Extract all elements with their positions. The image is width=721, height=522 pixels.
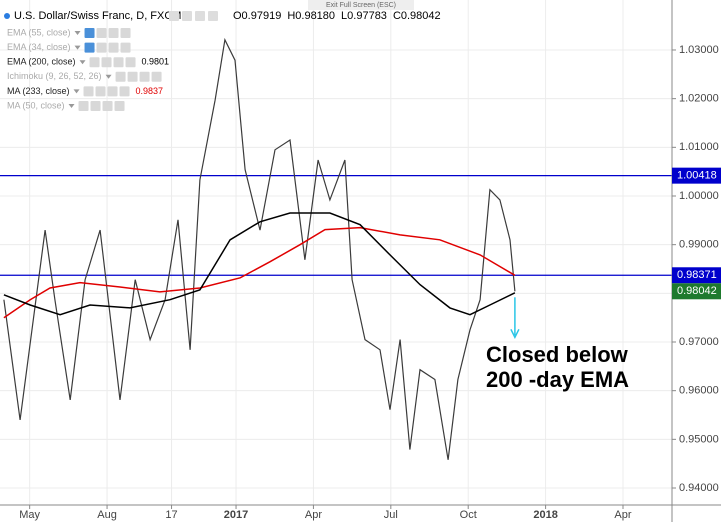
chart-title: U.S. Dollar/Swiss Franc, D, FXCM xyxy=(14,10,181,22)
x-tick-label: Jul xyxy=(384,509,398,521)
indicator-settings-icon[interactable] xyxy=(101,57,112,68)
annotation-arrowhead xyxy=(510,328,520,339)
indicator-dropdown[interactable] xyxy=(74,45,81,50)
ohlc-value: H0.98180 xyxy=(287,10,335,22)
level-label: 0.98371 xyxy=(677,269,717,281)
x-tick-label: 2018 xyxy=(533,509,557,521)
indicator-name: MA (50, close) xyxy=(7,100,65,110)
indicator-settings-icon[interactable] xyxy=(90,101,101,111)
indicator-line xyxy=(3,212,516,316)
indicator-add-icon[interactable] xyxy=(102,101,113,111)
indicator-eye-icon[interactable] xyxy=(115,71,126,82)
exit-full-screen[interactable]: Exit Full Screen (ESC) xyxy=(326,2,396,9)
indicator-settings-icon[interactable] xyxy=(95,86,106,97)
legend: EMA (55, close) EMA (34, close) EMA (200, … xyxy=(7,27,169,111)
price-line xyxy=(3,37,516,460)
indicator-name: MA (233, close) xyxy=(7,86,70,96)
x-tick-label: 2017 xyxy=(224,509,248,521)
header: Exit Full Screen (ESC) U.S. Dollar/Swiss… xyxy=(4,0,441,22)
x-tick-label: Apr xyxy=(305,509,322,521)
symbol-icon xyxy=(4,13,10,19)
annotation-text: 200 -day EMA xyxy=(486,367,629,392)
y-tick-label: 1.03000 xyxy=(679,44,719,56)
indicator-value: 0.9801 xyxy=(142,57,170,67)
last-price-box xyxy=(672,283,721,300)
indicator-add-icon[interactable] xyxy=(107,86,118,97)
indicator-close-icon[interactable] xyxy=(125,57,136,68)
indicator-dropdown[interactable] xyxy=(79,60,86,65)
header-eye-icon[interactable] xyxy=(169,11,179,21)
indicator-add-icon[interactable] xyxy=(139,71,150,82)
y-tick-label: 0.94000 xyxy=(679,482,719,494)
indicator-eye-icon[interactable] xyxy=(84,28,95,38)
grid xyxy=(0,0,672,505)
indicator-line xyxy=(3,226,516,319)
indicator-close-icon[interactable] xyxy=(114,101,125,111)
indicator-settings-icon[interactable] xyxy=(127,71,138,82)
y-tick-label: 0.95000 xyxy=(679,433,719,445)
ohlc-value: C0.98042 xyxy=(393,10,441,22)
indicator-name: EMA (34, close) xyxy=(7,42,71,52)
x-tick-label: Oct xyxy=(460,509,477,521)
indicator-settings-icon[interactable] xyxy=(96,42,107,53)
indicator-name: Ichimoku (9, 26, 52, 26) xyxy=(7,71,102,81)
y-tick-label: 0.97000 xyxy=(679,336,719,348)
indicator-close-icon[interactable] xyxy=(120,42,131,53)
level-label-box xyxy=(672,267,721,284)
ohlc-value: L0.97783 xyxy=(341,10,387,22)
indicator-name: EMA (200, close) xyxy=(7,57,76,67)
x-tick-label: 17 xyxy=(165,509,177,521)
header-close-icon[interactable] xyxy=(208,11,218,21)
indicator-eye-icon[interactable] xyxy=(83,86,94,97)
indicator-dropdown[interactable] xyxy=(68,104,75,108)
indicator-value: 0.9837 xyxy=(136,86,164,96)
level-label: 1.00418 xyxy=(677,170,717,182)
exit-button[interactable] xyxy=(308,0,414,10)
indicator-add-icon[interactable] xyxy=(108,42,119,53)
y-tick-label: 0.99000 xyxy=(679,239,719,251)
axes: 0.940000.950000.960000.970000.980000.990… xyxy=(19,44,721,521)
indicator-dropdown[interactable] xyxy=(105,74,112,79)
y-tick-label: 0.96000 xyxy=(679,385,719,397)
header-more-icon[interactable] xyxy=(195,11,205,21)
indicator-eye-icon[interactable] xyxy=(78,101,89,111)
x-tick-label: Apr xyxy=(614,509,631,521)
level-label-box xyxy=(672,167,721,184)
indicator-settings-icon[interactable] xyxy=(96,28,107,38)
indicator-eye-icon[interactable] xyxy=(84,42,95,53)
indicator-dropdown[interactable] xyxy=(74,31,81,35)
last-price-label: 0.98042 xyxy=(677,285,717,297)
indicator-add-icon[interactable] xyxy=(113,57,124,68)
x-tick-label: May xyxy=(19,509,40,521)
annotation-text: Closed below xyxy=(486,342,629,367)
indicator-dropdown[interactable] xyxy=(73,89,80,94)
indicator-name: EMA (55, close) xyxy=(7,27,71,37)
y-tick-label: 1.01000 xyxy=(679,141,719,153)
y-tick-label: 1.02000 xyxy=(679,93,719,105)
indicator-close-icon[interactable] xyxy=(151,71,162,82)
indicator-eye-icon[interactable] xyxy=(89,57,100,68)
y-tick-label: 1.00000 xyxy=(679,190,719,202)
x-tick-label: Aug xyxy=(97,509,117,521)
ohlc-value: O0.97919 xyxy=(233,10,281,22)
header-settings-icon[interactable] xyxy=(182,11,192,21)
indicator-close-icon[interactable] xyxy=(119,86,130,97)
indicator-close-icon[interactable] xyxy=(120,28,131,38)
indicator-add-icon[interactable] xyxy=(108,28,119,38)
